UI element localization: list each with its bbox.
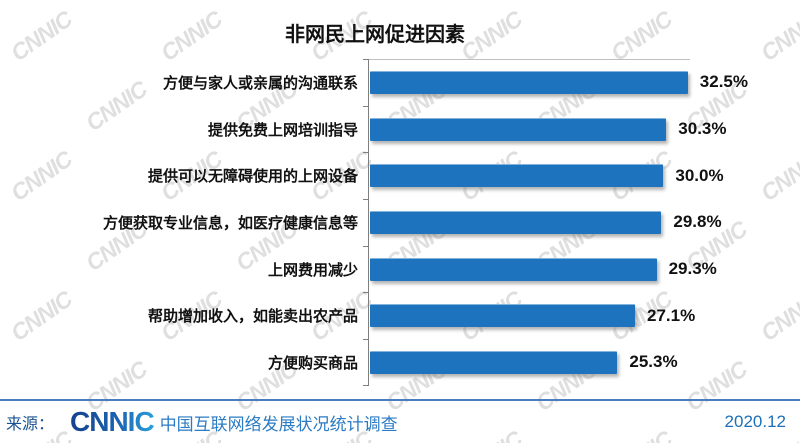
bar	[370, 70, 688, 94]
value-label: 32.5%	[699, 72, 748, 92]
source-label: 来源：	[6, 416, 55, 433]
report-date: 2020.12	[724, 412, 786, 431]
axis-tick	[363, 292, 368, 294]
bar	[370, 117, 667, 141]
bar-row: 上网费用减少 29.3%	[0, 245, 800, 293]
value-label: 30.3%	[678, 119, 727, 139]
bar-row: 提供免费上网培训指导 30.3%	[0, 105, 800, 153]
axis-tick	[363, 199, 368, 201]
bar-row: 方便获取专业信息，如医疗健康信息等 29.8%	[0, 199, 800, 246]
footer: 来源： CNNIC 中国互联网络发展状况统计调查 2020.12	[0, 401, 800, 443]
bar-chart: 方便与家人或亲属的沟通联系 32.5% 提供免费上网培训指导 30.3% 提供可…	[0, 59, 800, 386]
category-label: 上网费用减少	[267, 261, 358, 279]
category-label: 帮助增加收入，如能卖出农产品	[147, 308, 358, 326]
bar-row: 帮助增加收入，如能卖出农产品 27.1%	[0, 292, 800, 339]
value-label: 25.3%	[629, 352, 678, 372]
bar	[370, 257, 657, 281]
axis-tick	[363, 339, 368, 341]
chart-title: 非网民上网促进因素	[285, 24, 465, 46]
plot-top-border	[368, 59, 690, 60]
value-label: 29.8%	[673, 212, 722, 232]
footer-divider	[0, 399, 800, 401]
category-label: 提供可以无障碍使用的上网设备	[147, 168, 358, 186]
category-label: 方便获取专业信息，如医疗健康信息等	[102, 214, 358, 232]
cnnic-logo: CNNIC	[70, 406, 155, 437]
category-label: 方便购买商品	[267, 354, 358, 372]
axis-tick	[363, 245, 368, 247]
category-label: 提供免费上网培训指导	[207, 121, 358, 139]
value-label: 30.0%	[675, 165, 724, 185]
bar-row: 方便购买商品 25.3%	[0, 339, 800, 386]
value-label: 29.3%	[668, 259, 717, 279]
axis-tick	[363, 59, 368, 60]
axis-tick	[363, 105, 368, 107]
bar-row: 方便与家人或亲属的沟通联系 32.5%	[0, 59, 800, 106]
bar	[370, 304, 635, 328]
axis-tick	[363, 152, 368, 154]
bar-rows: 方便与家人或亲属的沟通联系 32.5% 提供免费上网培训指导 30.3% 提供可…	[0, 59, 800, 386]
axis-tick	[363, 385, 368, 386]
bar-row: 提供可以无障碍使用的上网设备 30.0%	[0, 152, 800, 199]
value-label: 27.1%	[647, 305, 696, 325]
bar	[370, 164, 664, 188]
category-label: 方便与家人或亲属的沟通联系	[162, 74, 358, 92]
survey-name: 中国互联网络发展状况统计调查	[159, 414, 398, 434]
bar	[370, 210, 662, 234]
bar	[370, 350, 618, 374]
category-axis	[368, 59, 369, 386]
